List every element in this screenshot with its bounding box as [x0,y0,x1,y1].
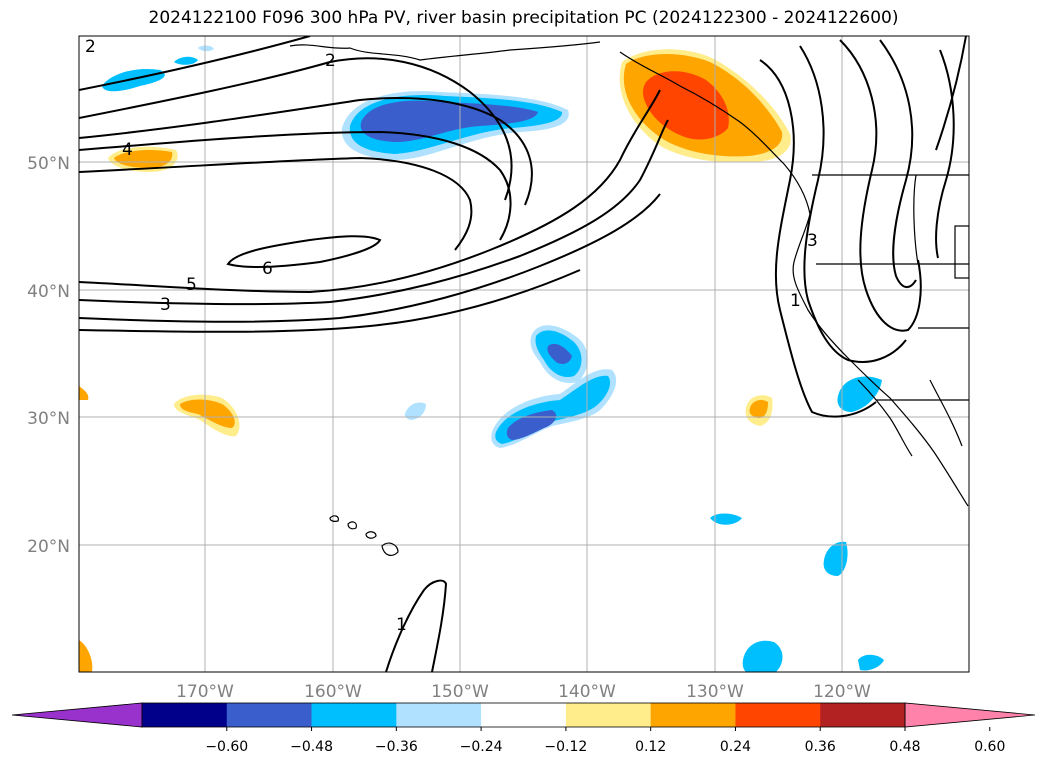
contour-label: 2 [85,37,96,57]
contour-label: 5 [186,275,197,295]
pv-contour-5-lower [79,89,661,294]
pv-contour-1-south [385,579,448,672]
pos-anomaly-w-edge [79,386,89,400]
pv-contour-2 [79,36,311,91]
lon-label-160w: 160°W [304,682,362,702]
coastlines [289,41,969,507]
colorbar-box [142,703,228,727]
contour-label: 3 [160,295,171,315]
map-frame [78,35,970,673]
colorbar-frame [141,702,906,728]
pos-anomaly-hawaii-n-mid [180,399,235,428]
pos-anomaly-sw-corner [79,640,93,672]
colorbar-tick-label: −0.36 [375,739,418,755]
contour-label: 1 [396,615,407,635]
lon-label-130w: 130°W [686,682,744,702]
colorbar-tick-label: 0.48 [889,739,920,755]
pv-trough-6 [935,36,967,151]
neg-anomaly-ne-pacific-strong [360,100,538,142]
neg-anomaly-small-2 [710,513,742,525]
colorbar-tick-label: 0.24 [720,739,751,755]
pv-contour-1-lower [79,269,581,333]
map-panel [79,36,969,672]
neg-anomaly-small-4 [742,640,783,672]
pv-contours [79,36,967,672]
lat-label-30n: 30°N [27,409,70,429]
us-west-coast [792,213,969,507]
pv-contour-4 [79,97,533,206]
colorbar-box [481,703,567,727]
colorbar-box [226,703,313,727]
contour-label: 1 [790,291,801,311]
colorbar-tick-label: 0.12 [635,739,666,755]
state-border-3 [913,174,919,265]
hawaii-oahu [347,521,357,530]
neg-anomaly-central-1-strong [547,343,572,364]
colorbar-box [565,703,652,727]
neg-anomaly-small-1 [404,402,426,420]
colorbar-extend-high [904,702,1036,728]
pv-trough-1 [759,59,877,418]
lat-label-40n: 40°N [27,282,70,302]
colorbar-tick-label: −0.60 [205,739,248,755]
colorbar-extend-low [11,702,143,728]
colorbar-tick-label: −0.48 [290,739,333,755]
lat-label-50n: 50°N [27,154,70,174]
bc-coast [619,51,811,215]
colorbar-tick-label: −0.24 [460,739,503,755]
lon-label-150w: 150°W [431,682,489,702]
pos-anomaly-east-mid [749,400,768,418]
contour-label: 6 [262,259,273,279]
colorbar-tick-label: 0.36 [805,739,836,755]
pv-contour-2b [79,57,513,201]
pv-contour-4b [79,130,512,241]
colorbar-box [735,703,821,727]
neg-anomaly-nw-2 [174,56,198,65]
map-title: 2024122100 F096 300 hPa PV, river basin … [148,8,899,28]
pv-contour-2-lower [79,193,661,323]
colorbar-box [650,703,736,727]
contour-label: 4 [122,140,133,160]
colorbar-tick-label: 0.60 [974,739,1005,755]
pv-trough-2 [799,45,907,363]
pv-contour-6-closed [226,235,382,269]
colorbar: −0.60 −0.48 −0.36 −0.24 −0.12 0.12 0.24 0.36 0.4… [11,702,1036,755]
gulf-coast [929,379,963,447]
colorbar-box [820,703,906,727]
pv-trough-5 [935,49,955,259]
contour-label: 3 [807,231,818,251]
lat-label-20n: 20°N [27,537,70,557]
lon-label-140w: 140°W [558,682,616,702]
alaska-coast [289,41,601,61]
contour-label: 2 [325,51,336,71]
lon-label-170w: 170°W [176,682,234,702]
pos-anomaly-bc-strong [643,71,729,140]
pos-anomaly-west-mid [114,150,173,168]
hawaii-kauai [329,515,339,522]
pv-trough-4 [879,39,917,288]
neg-anomaly-baja [837,376,882,412]
hawaii-maui [365,531,377,539]
islands [329,515,399,556]
neg-anomaly-small-5 [858,654,884,671]
pv-contour-3-lower [79,119,669,306]
neg-anomaly-nw-3 [198,45,214,52]
baja [857,379,913,457]
pv-contour-5 [79,156,473,251]
pv-trough-3 [839,39,922,332]
hawaii-big-island [381,542,399,556]
lon-label-120w: 120°W [813,682,871,702]
colorbar-box [311,703,397,727]
colorbar-box [396,703,482,727]
state-box [954,225,969,279]
colorbar-tick-label: −0.12 [544,739,587,755]
